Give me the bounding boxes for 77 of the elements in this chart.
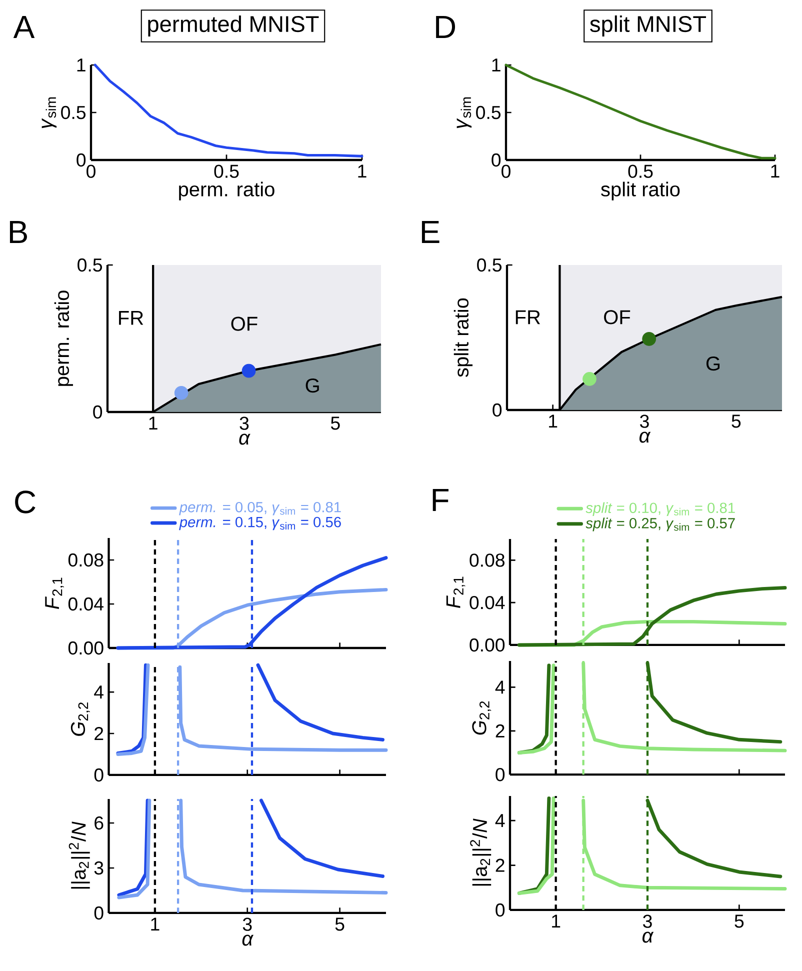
legend-label: split = 0.10, γ$_{sim}$ = 0.81 — [586, 502, 735, 516]
y-tick-label: 2 — [496, 724, 504, 738]
y-tick-label: 6 — [94, 816, 104, 830]
y-tick-label: 0 — [496, 903, 505, 917]
text: D — [436, 16, 456, 38]
y-tick-label: 4 — [94, 686, 104, 698]
y-axis-title: G$_{2,2}$ — [472, 701, 492, 735]
y-tick-label: 0.04 — [470, 596, 505, 610]
annotation: OF — [231, 316, 258, 331]
x-tick-label: 5 — [732, 414, 741, 428]
x-tick-label: 1 — [549, 414, 558, 428]
y-axis-title: perm. ratio — [54, 290, 73, 386]
x-tick-label: 1 — [771, 164, 780, 178]
y-tick-label: 0.5 — [476, 106, 501, 120]
y-tick-label: 1 — [492, 58, 500, 72]
text: F — [432, 488, 448, 511]
y-axis-title: split ratio — [454, 298, 473, 377]
x-axis-title: split ratio — [601, 182, 680, 200]
text: A — [13, 16, 35, 38]
y-tick-label: 0.5 — [61, 106, 86, 120]
x-tick-label: 5 — [335, 918, 344, 931]
y-tick-label: 4 — [495, 680, 505, 694]
x-axis-title: α — [242, 934, 254, 946]
x-axis-title: α — [239, 434, 250, 445]
y-axis-title: ||a$_{2}$||$^{2}$/N — [68, 822, 90, 889]
y-tick-label: 0.04 — [68, 597, 104, 611]
annotation: OF — [604, 310, 630, 324]
y-tick-label: 0 — [492, 403, 502, 417]
y-tick-label: 0 — [496, 768, 505, 782]
x-tick-label: 0.5 — [628, 164, 653, 178]
y-tick-label: 1 — [77, 58, 86, 72]
y-tick-label: 0.08 — [68, 553, 104, 567]
y-tick-label: 0 — [94, 768, 104, 782]
legend-label: perm. = 0.05, γ$_{sim}$ = 0.81 — [179, 502, 341, 516]
legend-label: split = 0.25, γ$_{sim}$ = 0.57 — [586, 518, 735, 532]
y-tick-label: 0.5 — [78, 258, 102, 272]
y-axis-title: ||a$_{2}$||$^{2}$/N — [470, 818, 492, 886]
x-tick-label: 3 — [643, 914, 652, 928]
y-tick-label: 0 — [93, 405, 102, 419]
y-tick-label: 4 — [495, 814, 505, 828]
y-tick-label: 0.00 — [68, 641, 104, 655]
x-tick-label: 1 — [149, 416, 158, 430]
annotation: G — [706, 356, 720, 371]
text: B — [10, 220, 27, 244]
chart-title: split MNIST — [590, 15, 706, 37]
y-tick-label: 0.00 — [470, 638, 505, 652]
x-tick-label: 5 — [734, 914, 744, 928]
text: C — [15, 490, 36, 514]
y-axis-title: γ$_{sim}$ — [456, 97, 472, 128]
legend-label: perm. = 0.15, γ$_{sim}$ = 0.56 — [179, 516, 341, 530]
y-axis-title: G$_{2,2}$ — [70, 702, 90, 736]
x-axis-title: α — [642, 932, 654, 943]
x-tick-label: 3 — [240, 416, 249, 430]
annotation: G — [306, 378, 319, 393]
x-tick-label: 3 — [242, 918, 252, 931]
x-tick-label: 0.5 — [214, 164, 239, 178]
y-tick-label: 2 — [94, 726, 104, 740]
x-tick-label: 3 — [640, 414, 649, 428]
x-axis-title: α — [639, 432, 651, 443]
x-axis-title: perm. ratio — [179, 182, 274, 200]
y-axis-title: γ$_{sim}$ — [42, 97, 57, 128]
x-tick-label: 1 — [358, 164, 366, 178]
x-tick-label: 1 — [151, 918, 160, 931]
y-axis-title: F$_{2,1}$ — [446, 576, 466, 608]
y-tick-label: 0 — [76, 153, 86, 167]
text: E — [422, 220, 440, 244]
chart-title: permuted MNIST — [148, 15, 319, 37]
y-tick-label: 2 — [496, 858, 504, 872]
y-tick-label: 3 — [94, 861, 104, 875]
annotation: FR — [516, 310, 540, 324]
x-tick-label: 5 — [330, 416, 340, 430]
y-tick-label: 0.08 — [470, 554, 504, 567]
x-tick-label: 1 — [552, 914, 560, 928]
y-axis-title: F$_{2,1}$ — [45, 578, 64, 610]
annotation: FR — [119, 311, 144, 325]
y-tick-label: 0 — [492, 153, 501, 167]
y-tick-label: 0.5 — [477, 258, 502, 272]
